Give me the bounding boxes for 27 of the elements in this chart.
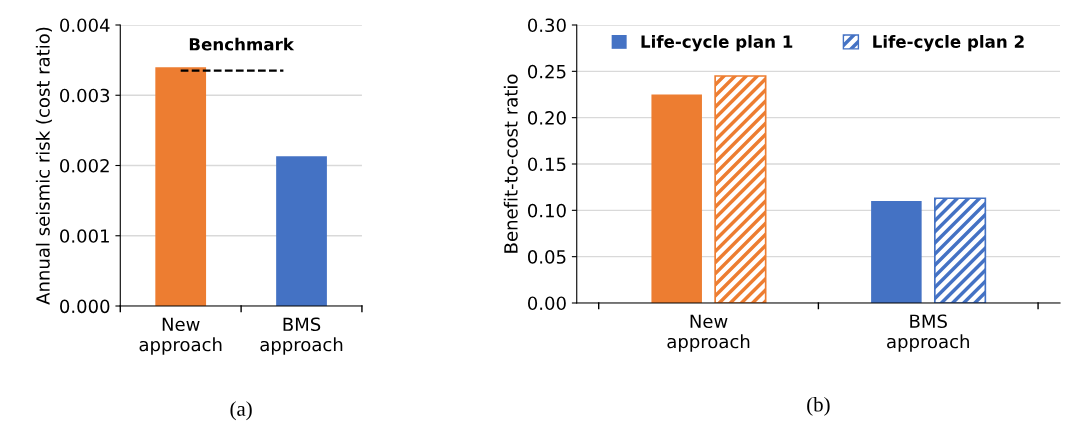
y-tick-label: 0.003 <box>60 88 110 103</box>
y-tick-label: 0.05 <box>528 250 566 264</box>
legend-label: Life-cycle plan 1 <box>641 35 793 52</box>
y-axis-title: Annual seismic risk (cost ratio) <box>35 27 52 305</box>
y-axis-title: Benefit-to-cost ratio <box>503 74 518 253</box>
bar <box>933 197 987 303</box>
y-tick-label: 0.000 <box>60 299 110 314</box>
y-tick-label: 0.20 <box>528 111 566 125</box>
text: (a) <box>230 401 252 421</box>
y-tick-label: 0.004 <box>60 18 110 33</box>
y-tick-label: 0.30 <box>528 18 566 33</box>
x-tick-label: New approach <box>139 317 222 355</box>
y-tick-label: 0.25 <box>528 64 566 79</box>
y-tick-label: 0.002 <box>60 158 109 173</box>
ref-line-label: Benchmark <box>189 37 295 51</box>
y-tick-label: 0.15 <box>528 157 566 172</box>
text: (b) <box>807 396 830 416</box>
y-tick-label: 0.001 <box>60 229 109 243</box>
x-tick-label: New approach <box>667 314 750 352</box>
bar <box>714 75 767 303</box>
y-tick-label: 0.00 <box>528 296 566 311</box>
legend-label: Life-cycle plan 2 <box>873 35 1024 52</box>
x-tick-label: BMS approach <box>887 314 969 352</box>
bar <box>651 94 702 303</box>
bar <box>871 201 922 303</box>
y-tick-label: 0.10 <box>528 203 566 218</box>
x-tick-label: BMS approach <box>260 317 343 355</box>
